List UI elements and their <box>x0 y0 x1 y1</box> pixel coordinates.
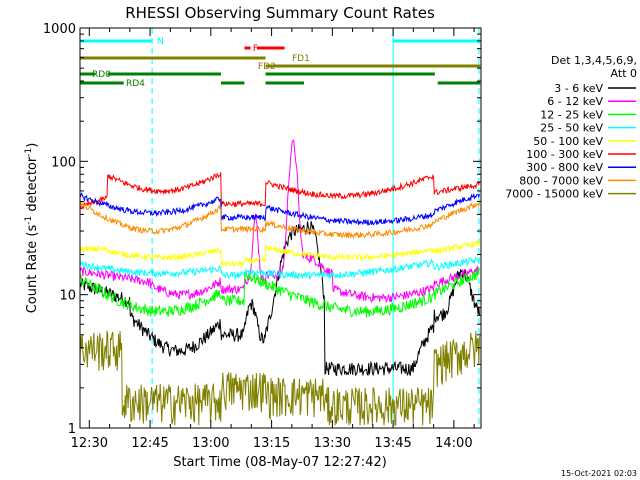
y-label-sup: -1 <box>24 216 34 225</box>
x-tick-label: 13:45 <box>374 436 411 451</box>
x-tick-label: 13:00 <box>192 436 229 451</box>
y-label-part: detector <box>25 156 40 216</box>
legend-header: Det 1,3,4,5,6,9, <box>551 54 637 67</box>
y-tick-label: 10 <box>59 289 76 304</box>
legend-entry-label: 25 - 50 keV <box>540 122 603 135</box>
y-label-part: ) <box>25 143 40 148</box>
flag-label: N <box>157 37 164 47</box>
y-label-sup: -1 <box>24 148 34 157</box>
flag-label: RD4 <box>126 79 145 89</box>
series-line <box>79 266 480 318</box>
legend-entry-label: 50 - 100 keV <box>533 135 603 148</box>
x-axis-ticks: 12:30 12:45 13:00 13:15 13:30 13:45 14:00 <box>71 28 475 451</box>
y-tick-label: 100 <box>51 155 76 170</box>
flag-label: F <box>253 44 258 54</box>
legend-entry-label: 300 - 800 keV <box>526 161 603 174</box>
y-tick-label: 1000 <box>43 22 76 37</box>
series-line <box>79 200 480 240</box>
y-axis-label: Count Rate (s-1 detector-1) <box>24 143 40 314</box>
x-tick-label: 14:00 <box>435 436 472 451</box>
chart-title: RHESSI Observing Summary Count Rates <box>125 4 435 22</box>
series-line <box>79 239 480 269</box>
legend-entry-label: 7000 - 15000 keV <box>505 188 603 201</box>
flag-label: FD1 <box>292 54 310 64</box>
y-label-part: Count Rate (s <box>25 225 40 314</box>
flag-label: FD2 <box>258 62 276 72</box>
series-line <box>79 172 480 210</box>
legend-entry-label: 800 - 7000 keV <box>519 174 603 187</box>
footer-date: 15-Oct-2021 02:03 <box>561 469 637 478</box>
series-line <box>79 192 480 226</box>
legend-entry-label: 6 - 12 keV <box>547 95 603 108</box>
x-tick-label: 12:45 <box>131 436 168 451</box>
series-line <box>79 330 480 426</box>
flag-bars: N F FD1 FD2 RD0 RD4 <box>80 37 481 89</box>
series-group <box>79 139 480 426</box>
x-tick-label: 13:30 <box>314 436 351 451</box>
y-tick-label: 1 <box>68 422 76 437</box>
y-axis-ticks: 1 10 100 1000 <box>43 22 481 437</box>
legend-entry-label: 3 - 6 keV <box>554 82 603 95</box>
legend-header: Att 0 <box>611 67 637 80</box>
flag-label: RD0 <box>92 70 111 80</box>
legend-entry-label: 12 - 25 keV <box>540 108 603 121</box>
plot-frame <box>79 27 482 429</box>
x-tick-label: 12:30 <box>71 436 108 451</box>
x-tick-label: 13:15 <box>253 436 290 451</box>
legend-entry-label: 100 - 300 keV <box>526 148 603 161</box>
series-line <box>79 256 480 281</box>
x-axis-label: Start Time (08-May-07 12:27:42) <box>173 455 387 470</box>
